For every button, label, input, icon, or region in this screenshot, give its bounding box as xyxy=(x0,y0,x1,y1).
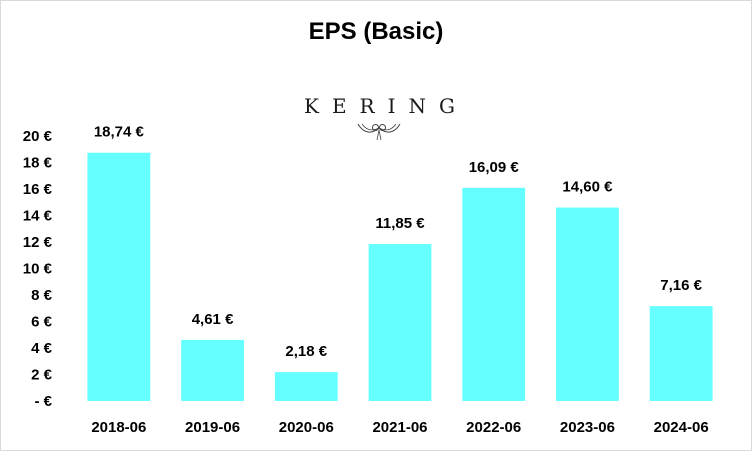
x-tick-label: 2018-06 xyxy=(91,419,146,436)
x-tick-label: 2024-06 xyxy=(654,419,709,436)
y-tick-label: 6 € xyxy=(31,314,53,331)
data-label: 4,61 € xyxy=(192,311,234,328)
y-tick-label: 4 € xyxy=(31,340,53,357)
x-tick-label: 2021-06 xyxy=(372,419,427,436)
bar xyxy=(462,187,526,401)
data-label: 11,85 € xyxy=(375,215,425,232)
chart-title: EPS (Basic) xyxy=(308,18,444,45)
y-tick-label: 8 € xyxy=(31,287,53,304)
y-tick-label: 18 € xyxy=(23,155,53,172)
bar xyxy=(87,152,151,401)
data-label: 18,74 € xyxy=(94,124,145,141)
data-label: 2,18 € xyxy=(285,343,327,360)
data-label: 7,16 € xyxy=(660,277,702,294)
x-tick-label: 2019-06 xyxy=(185,419,240,436)
bar xyxy=(181,339,244,401)
y-tick-label: 14 € xyxy=(23,208,53,225)
y-tick-label: 2 € xyxy=(31,367,53,384)
brand-logo: KERING xyxy=(276,94,476,154)
y-tick-label: 12 € xyxy=(23,234,53,251)
kering-owl-icon xyxy=(357,123,401,141)
y-tick-label: 16 € xyxy=(23,181,53,198)
bar xyxy=(274,372,338,401)
x-tick-label: 2020-06 xyxy=(279,419,334,436)
bar xyxy=(368,243,432,401)
y-tick-label: 20 € xyxy=(23,128,53,145)
y-tick-label: 10 € xyxy=(23,261,53,278)
y-tick-label: - € xyxy=(34,393,52,410)
x-tick-label: 2023-06 xyxy=(560,419,615,436)
data-label: 14,60 € xyxy=(562,179,613,196)
brand-logo-text: KERING xyxy=(304,94,468,118)
bar xyxy=(556,207,619,401)
data-label: 16,09 € xyxy=(469,159,520,176)
bar xyxy=(649,306,713,401)
x-tick-label: 2022-06 xyxy=(466,419,521,436)
